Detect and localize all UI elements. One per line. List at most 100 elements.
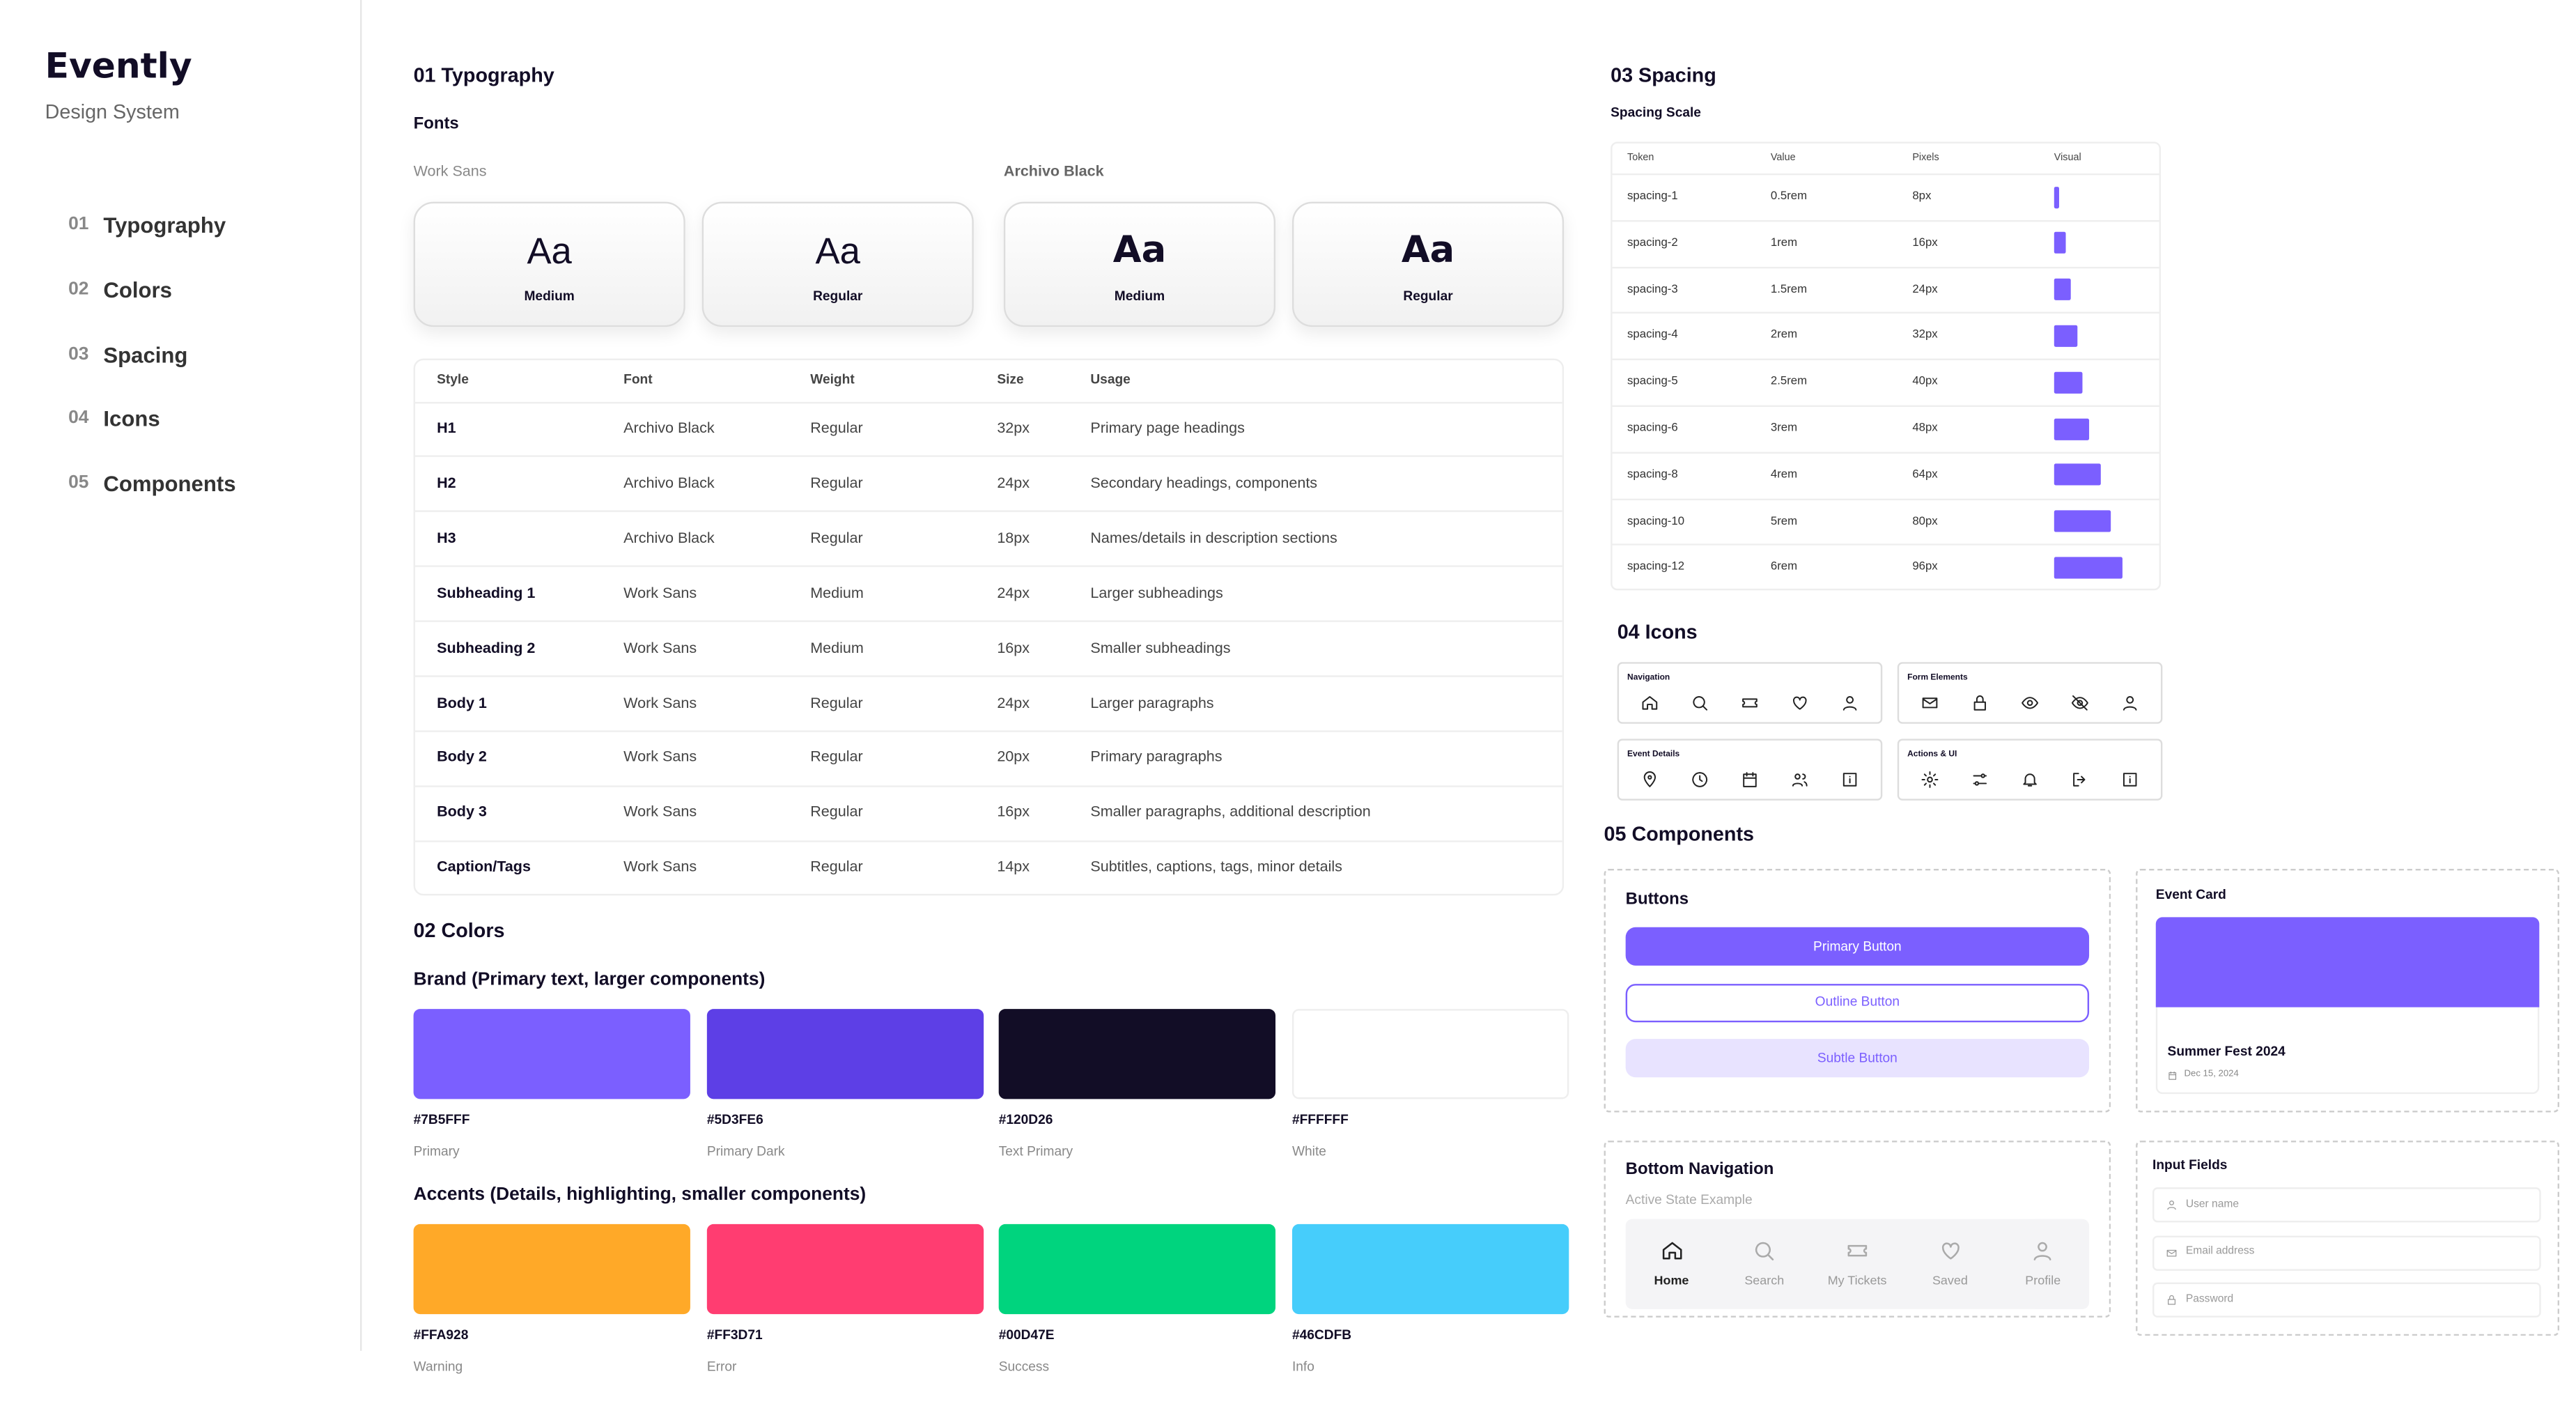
table-row-divider bbox=[414, 675, 1562, 677]
table-row-divider bbox=[414, 511, 1562, 513]
table-cell: Regular bbox=[810, 419, 863, 436]
button-label: Primary Button bbox=[1813, 938, 1902, 953]
table-header: Visual bbox=[2054, 153, 2081, 164]
nav-item: Components bbox=[103, 471, 236, 497]
table-cell: 1rem bbox=[1770, 237, 1798, 249]
color-name: Info bbox=[1291, 1358, 1314, 1374]
table-cell: spacing-5 bbox=[1627, 376, 1678, 388]
input-field[interactable] bbox=[2152, 1283, 2541, 1318]
nav-tab-label[interactable]: Search bbox=[1744, 1272, 1785, 1288]
table-cell: spacing-6 bbox=[1627, 422, 1678, 435]
icon-path bbox=[1921, 770, 1938, 787]
table-cell: 24px bbox=[997, 474, 1030, 491]
section-title: 04 Icons bbox=[1617, 620, 1698, 644]
subsection-title: Brand (Primary text, larger components) bbox=[413, 969, 766, 990]
button-label: Subtle Button bbox=[1817, 1049, 1898, 1065]
color-hex: #120D26 bbox=[998, 1112, 1053, 1128]
icon bbox=[2034, 1242, 2052, 1260]
table-cell: 20px bbox=[997, 748, 1030, 766]
table-cell: 18px bbox=[997, 529, 1030, 546]
color-hex: #7B5FFF bbox=[413, 1112, 470, 1128]
table-header: Font bbox=[623, 371, 653, 387]
button[interactable] bbox=[1625, 1039, 2090, 1078]
icon-path bbox=[1973, 694, 1985, 710]
table-cell: Caption/Tags bbox=[437, 858, 531, 875]
color-hex: #FFA928 bbox=[413, 1327, 469, 1342]
color-hex: #FF3D71 bbox=[706, 1327, 763, 1342]
table-cell: 2.5rem bbox=[1770, 376, 1808, 388]
spacing-bar bbox=[2054, 232, 2066, 254]
spacing-bar bbox=[2054, 325, 2077, 347]
table-cell: 5rem bbox=[1770, 515, 1798, 527]
color-swatch bbox=[706, 1009, 984, 1099]
input-field[interactable] bbox=[2152, 1187, 2541, 1223]
table-cell: H2 bbox=[437, 474, 456, 491]
nav-item: Icons bbox=[103, 406, 160, 432]
event-card-panel bbox=[2136, 869, 2560, 1113]
icon-group bbox=[1617, 662, 1883, 724]
table-cell: Subheading 2 bbox=[437, 638, 536, 656]
spacing-bar bbox=[2054, 510, 2112, 532]
table-header: Style bbox=[437, 371, 469, 387]
icon-path bbox=[2166, 1249, 2176, 1256]
color-hex: #00D47E bbox=[998, 1327, 1055, 1342]
panel-title: Event Card bbox=[2155, 887, 2226, 902]
color-name: Warning bbox=[413, 1358, 463, 1374]
icon-path bbox=[1847, 1244, 1867, 1257]
nav-number: 04 bbox=[68, 408, 89, 428]
icon bbox=[1643, 770, 1655, 787]
table-cell: Smaller paragraphs, additional descripti… bbox=[1090, 803, 1371, 821]
icon bbox=[1921, 770, 1938, 787]
nav-tab-label[interactable]: My Tickets bbox=[1827, 1272, 1887, 1288]
icon-path bbox=[2022, 773, 2036, 786]
subsection-title: Accents (Details, highlighting, smaller … bbox=[413, 1184, 867, 1205]
nav-number: 01 bbox=[68, 214, 89, 235]
icon bbox=[1921, 697, 1937, 708]
table-cell: Work Sans bbox=[623, 693, 697, 711]
input-placeholder: Email address bbox=[2185, 1245, 2255, 1258]
input-placeholder: User name bbox=[2185, 1198, 2239, 1210]
table-row-divider bbox=[1612, 544, 2159, 546]
icon-path bbox=[2166, 1295, 2175, 1306]
icon bbox=[1692, 695, 1707, 710]
table-cell: Work Sans bbox=[623, 638, 697, 656]
section-title: 02 Colors bbox=[413, 918, 505, 943]
input-field[interactable] bbox=[2152, 1235, 2541, 1270]
icon-group-label: Event Details bbox=[1627, 749, 1680, 760]
font-card bbox=[1291, 201, 1565, 327]
icon bbox=[2168, 1071, 2177, 1080]
table-cell: Work Sans bbox=[623, 584, 697, 601]
panel-title: Buttons bbox=[1625, 890, 1689, 909]
table-cell: 8px bbox=[1912, 191, 1932, 203]
font-sample: Aa bbox=[1112, 230, 1167, 272]
bottom-nav-panel bbox=[1604, 1141, 2111, 1318]
spacing-bar bbox=[2054, 278, 2072, 301]
color-swatch bbox=[1291, 1009, 1569, 1099]
color-name: White bbox=[1291, 1143, 1326, 1159]
table-cell: Work Sans bbox=[623, 748, 697, 766]
nav-tab-label[interactable]: Profile bbox=[2025, 1272, 2061, 1288]
inputs-panel bbox=[2136, 1141, 2560, 1336]
table-cell: 48px bbox=[1912, 422, 1938, 435]
nav-tab-label[interactable]: Saved bbox=[1932, 1272, 1968, 1288]
nav-tab-label[interactable]: Home bbox=[1654, 1272, 1689, 1288]
table-cell: Larger subheadings bbox=[1090, 584, 1223, 601]
table-cell: 6rem bbox=[1770, 562, 1798, 574]
icon-path bbox=[2034, 1242, 2052, 1260]
table-cell: Body 2 bbox=[437, 748, 487, 766]
color-name: Text Primary bbox=[998, 1143, 1073, 1159]
spacing-bar bbox=[2054, 185, 2061, 208]
icon-path bbox=[2072, 772, 2085, 786]
table-cell: Regular bbox=[810, 529, 863, 546]
icon bbox=[2166, 1295, 2175, 1306]
table-cell: Regular bbox=[810, 858, 863, 875]
button[interactable] bbox=[1625, 927, 2090, 966]
spacing-bar bbox=[2054, 464, 2100, 486]
nav-number: 05 bbox=[68, 473, 89, 493]
button[interactable] bbox=[1625, 982, 2090, 1022]
font-weight: Medium bbox=[1114, 288, 1165, 304]
table-cell: Regular bbox=[810, 474, 863, 491]
subsection-title: Spacing Scale bbox=[1611, 105, 1701, 121]
table-cell: 0.5rem bbox=[1770, 191, 1808, 203]
